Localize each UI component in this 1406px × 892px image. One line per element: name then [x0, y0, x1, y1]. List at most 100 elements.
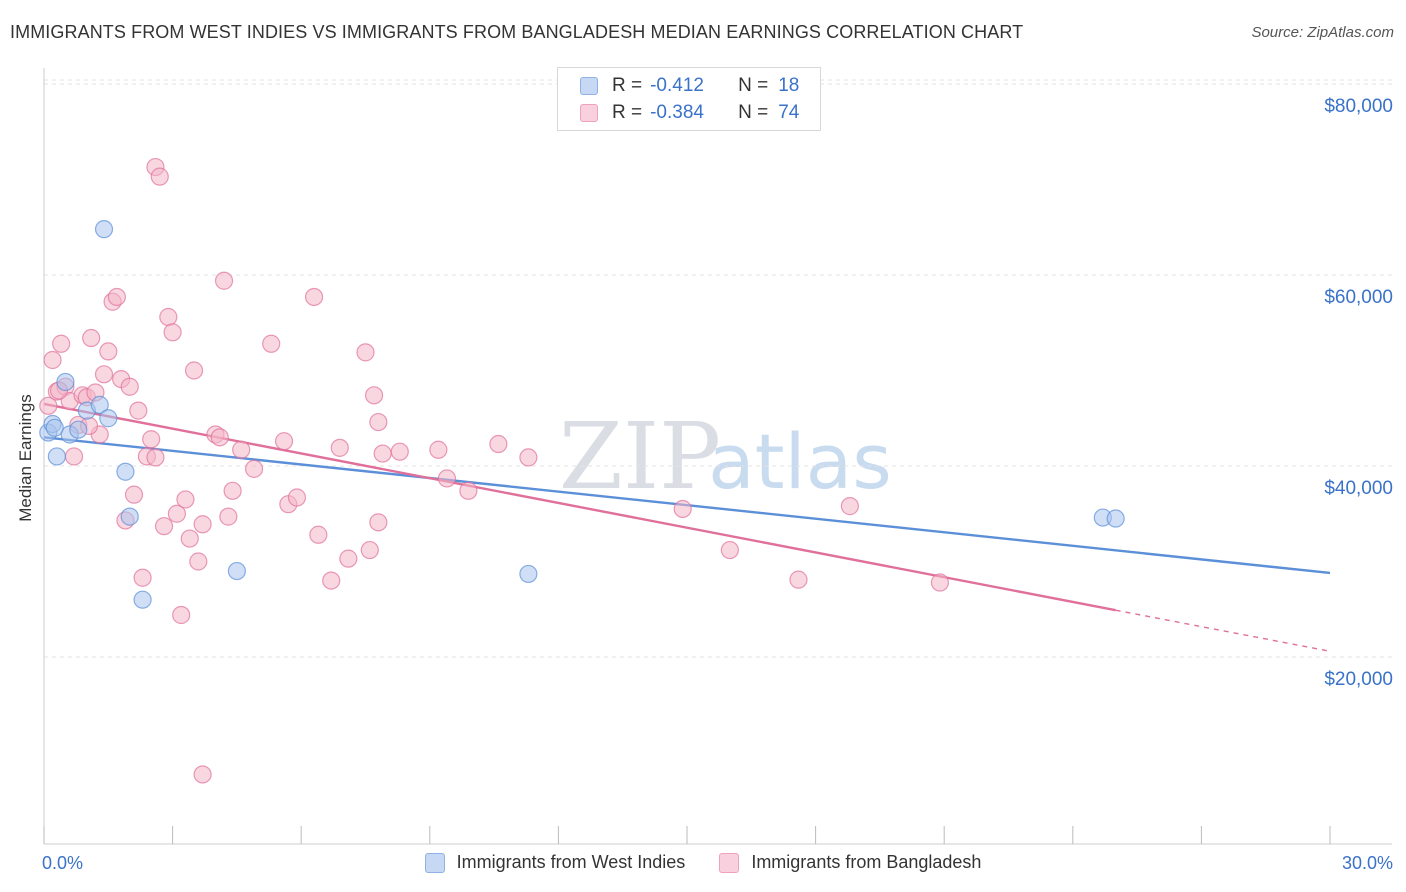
- point-bangladesh: [133, 568, 152, 587]
- point-bangladesh: [930, 573, 950, 592]
- point-bangladesh: [43, 350, 62, 370]
- stats-swatch-bangladesh: [580, 104, 598, 122]
- point-west-indies: [45, 418, 64, 437]
- point-bangladesh: [369, 513, 388, 532]
- x-tick-label: 30.0%: [1342, 853, 1393, 873]
- point-bangladesh: [356, 343, 375, 362]
- legend-label: Immigrants from West Indies: [456, 852, 686, 872]
- axes: [43, 68, 1392, 845]
- point-bangladesh: [167, 504, 186, 523]
- watermark-zip: ZIP: [559, 403, 721, 510]
- legend-item-west-indies[interactable]: Immigrants from West Indies: [424, 852, 686, 873]
- n-label: N =: [738, 102, 769, 123]
- point-west-indies: [519, 564, 538, 584]
- data-points: [39, 157, 1125, 784]
- point-bangladesh: [232, 440, 251, 459]
- point-bangladesh: [223, 481, 242, 500]
- point-bangladesh: [99, 342, 118, 361]
- point-bangladesh: [180, 529, 199, 548]
- watermark: ZIP atlas: [559, 403, 892, 510]
- point-bangladesh: [274, 432, 294, 451]
- chart-title: IMMIGRANTS FROM WEST INDIES VS IMMIGRANT…: [10, 22, 1024, 42]
- gridlines: [44, 79, 1392, 658]
- point-bangladesh: [789, 570, 808, 589]
- point-west-indies: [116, 462, 135, 481]
- point-bangladesh: [107, 287, 126, 307]
- point-bangladesh: [429, 440, 448, 459]
- watermark-atlas: atlas: [708, 417, 892, 506]
- y-tick-label: $60,000: [1324, 287, 1393, 308]
- point-bangladesh: [219, 507, 238, 526]
- point-west-indies: [120, 507, 139, 526]
- n-label: N =: [738, 75, 769, 96]
- point-bangladesh: [154, 517, 174, 536]
- point-west-indies: [227, 561, 246, 581]
- point-bangladesh: [369, 412, 388, 432]
- r-label: R =: [612, 102, 643, 123]
- point-bangladesh: [673, 499, 692, 519]
- n-value: 74: [778, 102, 800, 123]
- point-bangladesh: [459, 481, 478, 500]
- point-bangladesh: [64, 447, 84, 466]
- point-bangladesh: [176, 490, 195, 509]
- point-bangladesh: [360, 540, 379, 560]
- point-bangladesh: [159, 307, 178, 327]
- source-credit: Source: ZipAtlas.com: [1251, 24, 1394, 41]
- legend-swatch-west-indies: [424, 852, 445, 873]
- point-bangladesh: [373, 444, 392, 463]
- point-bangladesh: [94, 365, 114, 384]
- point-bangladesh: [210, 428, 229, 447]
- y-tick-label: $40,000: [1324, 478, 1393, 499]
- point-bangladesh: [142, 430, 161, 449]
- point-bangladesh: [840, 497, 859, 516]
- legend-label: Immigrants from Bangladesh: [751, 852, 982, 872]
- tick-labels: $20,000 $40,000 $60,000 $80,000 0.0% 30.0%: [42, 96, 1393, 873]
- stats-swatch-west-indies: [580, 77, 598, 95]
- point-west-indies: [56, 372, 75, 392]
- point-bangladesh: [322, 571, 341, 590]
- point-bangladesh: [120, 377, 139, 396]
- stats-row-west-indies: R = -0.412 N = 18: [580, 73, 799, 99]
- y-tick-label: $80,000: [1324, 96, 1393, 117]
- point-west-indies: [90, 395, 109, 414]
- point-bangladesh: [489, 434, 508, 454]
- r-value: -0.412: [650, 75, 704, 96]
- point-bangladesh: [189, 552, 208, 571]
- legend-item-bangladesh[interactable]: Immigrants from Bangladesh: [719, 852, 981, 873]
- point-bangladesh: [330, 438, 349, 457]
- point-west-indies: [69, 420, 88, 439]
- point-bangladesh: [193, 515, 212, 534]
- stats-row-bangladesh: R = -0.384 N = 74: [580, 100, 799, 126]
- r-label: R =: [612, 75, 643, 96]
- point-west-indies: [47, 447, 66, 466]
- point-bangladesh: [39, 396, 58, 415]
- point-bangladesh: [172, 605, 191, 625]
- point-bangladesh: [82, 328, 101, 348]
- x-tick-label: 0.0%: [42, 853, 83, 873]
- stats-box: R = -0.412 N = 18 R = -0.384 N = 74: [557, 67, 821, 131]
- point-bangladesh: [720, 540, 739, 560]
- point-bangladesh: [437, 469, 457, 488]
- point-bangladesh: [184, 361, 204, 380]
- legend-swatch-bangladesh: [719, 852, 740, 873]
- point-bangladesh: [244, 459, 264, 478]
- point-bangladesh: [339, 549, 358, 568]
- n-value: 18: [778, 75, 800, 96]
- r-value: -0.384: [650, 102, 704, 123]
- trend-line-bangladesh-extension: [1115, 609, 1331, 652]
- point-bangladesh: [146, 448, 165, 467]
- legend: Immigrants from West Indies Immigrants f…: [0, 852, 1406, 873]
- point-west-indies: [94, 220, 114, 239]
- point-bangladesh: [52, 334, 71, 353]
- point-bangladesh: [519, 448, 538, 467]
- point-bangladesh: [163, 323, 182, 342]
- point-west-indies: [99, 409, 118, 428]
- point-west-indies: [1106, 509, 1125, 528]
- point-bangladesh: [309, 525, 328, 544]
- point-bangladesh: [262, 334, 281, 353]
- point-bangladesh: [124, 485, 144, 504]
- point-bangladesh: [287, 488, 307, 507]
- point-bangladesh: [214, 271, 234, 290]
- point-bangladesh: [150, 167, 169, 186]
